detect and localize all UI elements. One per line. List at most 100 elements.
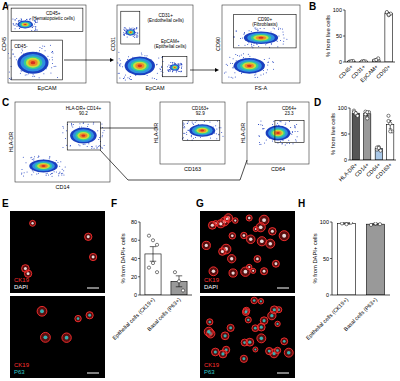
event-dot — [292, 132, 293, 133]
event-dot — [93, 122, 94, 123]
event-dot — [181, 63, 182, 64]
event-dot — [135, 75, 136, 76]
event-dot — [262, 128, 263, 129]
event-dot — [127, 36, 128, 37]
cell — [258, 299, 263, 304]
y-tick — [138, 222, 140, 223]
event-dot — [36, 22, 37, 23]
y-tick — [343, 36, 345, 37]
density — [138, 64, 143, 67]
event-dot — [232, 67, 233, 68]
nucleus — [243, 234, 246, 237]
cell — [85, 233, 92, 240]
event-dot — [256, 29, 257, 30]
event-dot — [258, 124, 259, 125]
event-dot — [258, 124, 259, 125]
density — [271, 129, 286, 138]
event-dot — [260, 74, 261, 75]
event-dot — [168, 65, 169, 66]
event-dot — [224, 72, 225, 73]
event-dot — [169, 69, 170, 70]
event-dot — [125, 31, 126, 32]
y-tick — [348, 160, 350, 161]
event-dot — [268, 61, 269, 62]
event-dot — [33, 158, 34, 159]
panel-label: H — [298, 198, 305, 209]
y-tick-label: 100 — [320, 219, 329, 225]
event-dot — [61, 173, 62, 174]
replicate-point — [387, 13, 390, 16]
replicate-point — [354, 112, 357, 115]
event-dot — [141, 54, 142, 55]
event-dot — [218, 134, 219, 135]
event-dot — [33, 171, 34, 172]
event-dot — [97, 130, 98, 131]
event-dot — [32, 27, 33, 28]
cell — [224, 216, 229, 221]
event-dot — [137, 35, 138, 36]
event-dot — [38, 173, 39, 174]
event-dot — [38, 157, 39, 158]
event-dot — [280, 121, 281, 122]
cell — [202, 241, 210, 249]
y-label: CD45 — [1, 37, 7, 51]
flow-frame — [8, 5, 86, 83]
event-dot — [56, 160, 57, 161]
event-dot — [79, 126, 80, 127]
event-dot — [13, 23, 14, 24]
event-dot — [137, 35, 138, 36]
density — [244, 32, 278, 44]
event-dot — [168, 71, 169, 72]
event-dot — [255, 77, 256, 78]
event-dot — [240, 38, 241, 39]
density — [32, 161, 55, 171]
nucleus — [214, 350, 217, 353]
event-dot — [147, 75, 148, 76]
gate-sublabel: (Epithelial cells) — [154, 44, 187, 49]
y-tick-label: 20 — [131, 274, 137, 280]
event-dot — [184, 133, 185, 134]
event-dot — [66, 130, 67, 131]
cell — [219, 350, 227, 358]
event-dot — [13, 23, 14, 24]
arrow-head — [110, 58, 114, 62]
density — [192, 126, 213, 136]
event-dot — [34, 24, 35, 25]
event-dot — [131, 28, 132, 29]
event-dot — [210, 137, 211, 138]
event-dot — [94, 148, 95, 149]
event-dot — [161, 71, 162, 72]
event-dot — [12, 53, 13, 54]
event-dot — [101, 123, 102, 124]
event-dot — [59, 172, 60, 173]
replicate-point — [173, 271, 176, 274]
event-dot — [290, 127, 291, 128]
event-dot — [118, 52, 119, 53]
event-dot — [244, 33, 245, 34]
event-dot — [161, 67, 162, 68]
bar — [338, 223, 356, 295]
nucleus — [230, 257, 233, 260]
event-dot — [79, 145, 80, 146]
cell — [251, 268, 256, 273]
event-dot — [192, 121, 193, 122]
event-dot — [16, 59, 17, 60]
density — [17, 21, 33, 29]
y-tick-label: 50 — [336, 33, 342, 39]
x-label: FS-A — [255, 85, 268, 91]
cell — [246, 338, 254, 346]
event-dot — [97, 147, 98, 148]
event-dot — [273, 62, 274, 63]
event-dot — [18, 21, 19, 22]
event-dot — [257, 77, 258, 78]
event-dot — [285, 144, 286, 145]
replicate-point — [378, 223, 381, 226]
event-dot — [54, 66, 55, 67]
cell — [37, 306, 47, 316]
replicate-point — [389, 130, 392, 133]
channel-label: CK19 — [14, 362, 30, 368]
event-dot — [15, 24, 16, 25]
event-dot — [32, 159, 33, 160]
event-dot — [63, 147, 64, 148]
event-dot — [268, 62, 269, 63]
